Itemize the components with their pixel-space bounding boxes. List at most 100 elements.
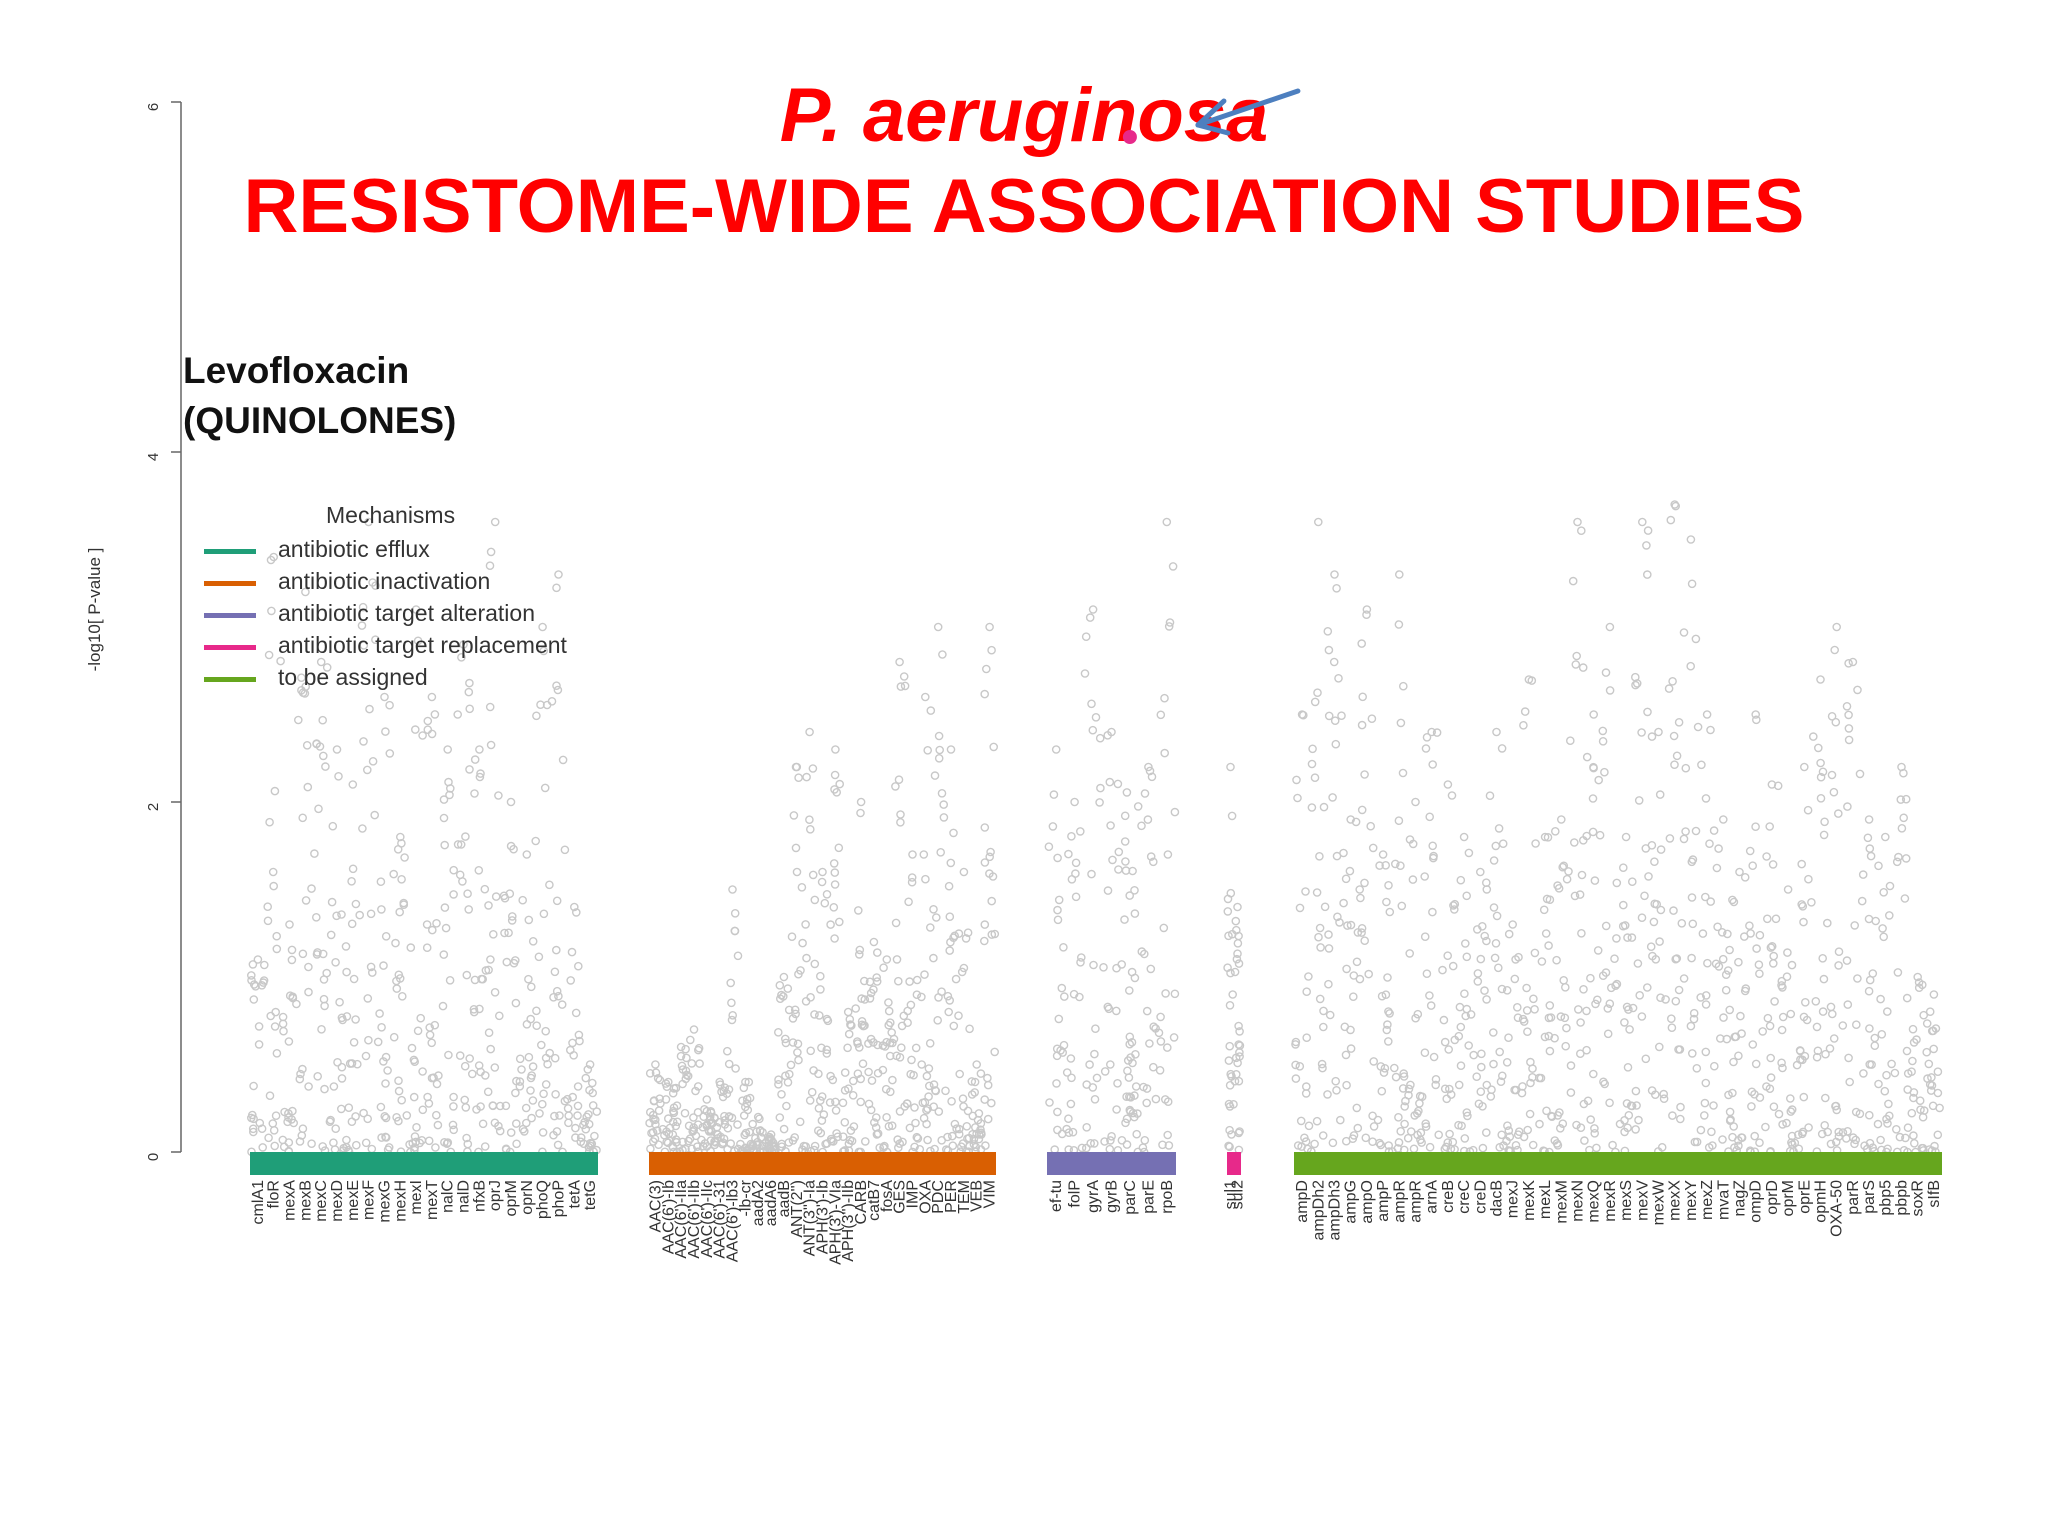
data-point [1159,923,1169,933]
x-tick-label: ampDh2 [1310,1180,1327,1241]
x-tick-label: mexJ [1505,1180,1522,1218]
data-point [1552,955,1561,965]
data-point [1783,948,1792,957]
data-point [1064,1128,1074,1137]
data-point [444,1050,453,1060]
data-point [1668,1111,1677,1120]
x-tick-label: phoQ [535,1180,552,1219]
data-point [1405,835,1415,844]
data-point [949,1021,959,1031]
data-point [307,1139,316,1148]
data-point [1826,1139,1836,1149]
data-point [1588,827,1598,837]
data-point [1066,1099,1076,1109]
data-point [819,1110,829,1119]
data-point-max [1751,710,1760,719]
data-point [1315,994,1325,1004]
data-point-max [728,885,737,894]
legend-label-target-replacement: antibiotic target replacement [278,632,567,658]
data-point [856,1097,866,1107]
data-point [1566,736,1575,746]
data-point [1603,1029,1613,1039]
data-point [555,1111,564,1120]
data-point [310,849,319,858]
data-point [943,991,953,1001]
data-point [1464,848,1474,858]
data-point [518,895,528,905]
data-point [1225,1001,1235,1010]
data-point [1149,1022,1158,1031]
data-point [1623,933,1632,942]
data-point [1765,822,1774,831]
data-point [1588,794,1598,803]
data-point [1496,1077,1506,1086]
data-point [1901,854,1911,863]
data-point [793,1048,802,1057]
data-point [774,1075,783,1084]
data-point [655,1075,665,1085]
data-point [844,1084,853,1093]
data-point [1907,1067,1916,1076]
data-point [1333,912,1342,922]
data-point [485,561,495,571]
data-point [1360,770,1369,779]
data-point [1346,1025,1355,1035]
data-point [342,1135,351,1145]
data-point [739,1111,749,1120]
data-point [1495,1047,1504,1057]
data-point [480,884,490,894]
data-point [751,1133,760,1143]
data-point [1909,1131,1918,1140]
data-point [884,998,893,1007]
data-point [1310,1139,1319,1149]
data-point [1425,991,1434,1000]
data-point [312,950,322,959]
data-point [341,942,351,951]
data-point [1632,1101,1641,1110]
data-point [1434,1130,1443,1140]
data-point [463,889,472,899]
data-point [1530,948,1540,958]
data-point [486,955,495,964]
data-point [1330,716,1340,726]
data-point [1890,1068,1900,1078]
data-point [367,968,377,977]
data-point-max [1492,727,1501,737]
data-point [791,843,801,853]
data-point [1394,816,1404,826]
data-point [834,843,844,853]
data-point [1368,1111,1377,1121]
data-point [1561,983,1570,992]
data-point [1864,986,1874,996]
data-point [939,813,949,822]
data-point [1491,841,1501,851]
data-point [1313,688,1322,698]
legend-label-inactivation: antibiotic inactivation [278,568,491,594]
data-point [1163,1130,1172,1140]
data-point [913,1134,923,1143]
data-point [1446,1090,1456,1099]
data-point [967,1090,977,1099]
data-point-max [1508,920,1517,929]
data-point [879,963,888,973]
data-point [1234,931,1243,941]
data-point [1829,787,1839,797]
data-point [568,1092,578,1102]
data-point [553,1140,563,1150]
data-point [1428,760,1437,769]
x-tick-label: aadA6 [763,1180,780,1226]
data-point [1095,798,1104,807]
data-point-max [1816,675,1825,684]
data-point [1497,744,1507,753]
legend-swatch-target-alteration [204,613,256,618]
data-point [1855,769,1865,779]
data-point [1332,584,1341,593]
data-point [1462,952,1472,962]
data-point [865,994,875,1003]
data-point [1067,832,1076,841]
data-point [1834,947,1844,957]
legend-swatch-to-be-assigned [204,677,256,682]
data-point [1504,1126,1514,1135]
data-point [755,1114,764,1124]
data-point [409,1092,419,1102]
